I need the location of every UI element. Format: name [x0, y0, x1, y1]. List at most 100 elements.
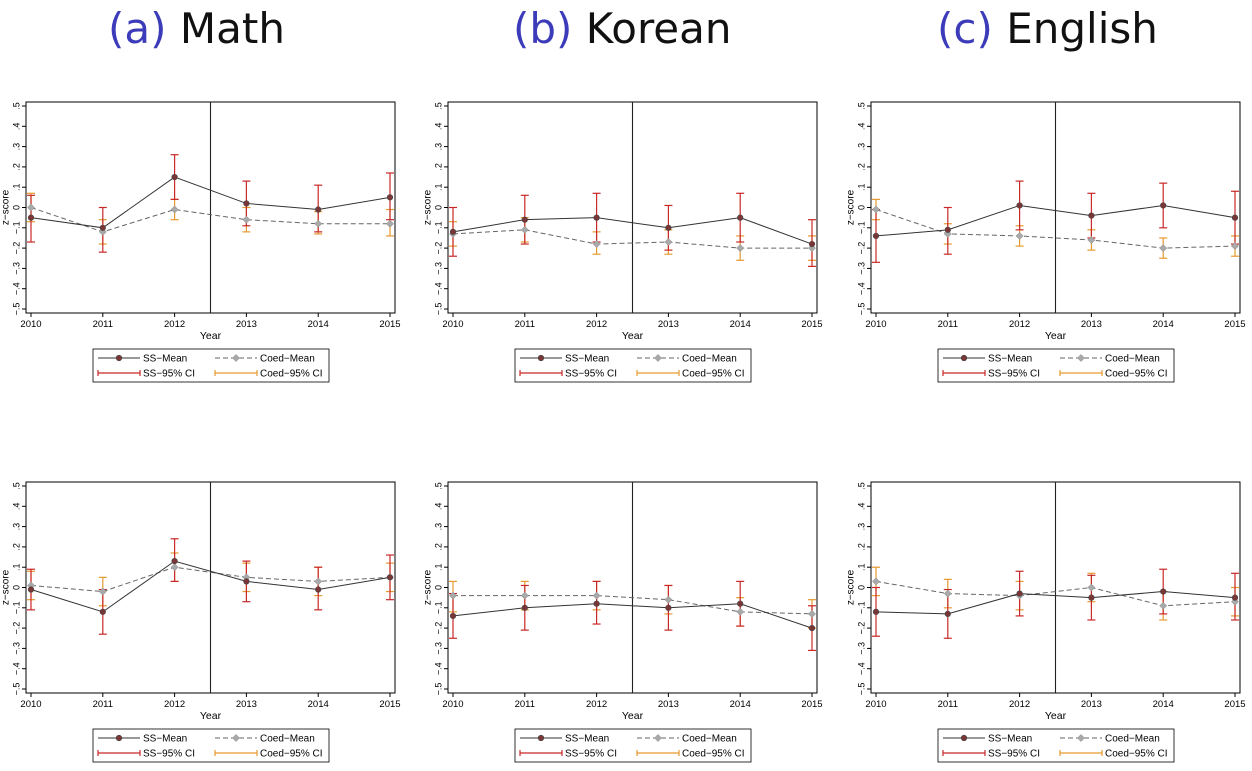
- coed-mean-point: [386, 219, 394, 228]
- ss-mean-point: [521, 604, 528, 611]
- legend-ss-mean-label: SS−Mean: [988, 354, 1032, 365]
- legend: SS−Mean Coed−Mean SS−95% CI Coed−95% CI: [514, 348, 752, 383]
- ss-mean-point: [737, 214, 744, 221]
- coed-mean-point: [1087, 583, 1096, 592]
- ss-mean-point: [99, 224, 106, 231]
- legend-coed-ci-label: Coed−95% CI: [1105, 749, 1168, 760]
- y-tick-label: −.5: [11, 303, 21, 316]
- legend-coed-ci-label: Coed−95% CI: [682, 749, 745, 760]
- y-tick-label: .3: [856, 143, 866, 151]
- y-tick-label: −.3: [11, 262, 21, 275]
- x-tick-label: 2014: [730, 319, 751, 330]
- ss-mean-line: [452, 603, 813, 629]
- y-tick-label: −.4: [433, 282, 443, 295]
- legend-ss-ci-label: SS−95% CI: [143, 749, 195, 760]
- ss-mean-point: [243, 578, 250, 585]
- y-tick-label: −.3: [11, 642, 21, 655]
- ss-mean-point: [593, 214, 600, 221]
- coed-mean-line: [452, 229, 812, 249]
- y-tick-label: .2: [856, 163, 866, 171]
- x-tick-label: 2013: [658, 319, 679, 330]
- ss-mean-point: [449, 228, 457, 235]
- x-tick-label: 2014: [1153, 699, 1174, 710]
- coed-mean-line: [875, 580, 1236, 607]
- y-tick-label: −.5: [856, 683, 866, 696]
- y-tick-label: .2: [433, 163, 443, 171]
- y-tick-label: .2: [11, 543, 21, 551]
- legend-coed-mean-label: Coed−Mean: [1105, 734, 1160, 745]
- x-tick-label: 2014: [1153, 319, 1174, 330]
- y-tick-label: −.3: [856, 262, 866, 275]
- coed-mean-point: [1087, 236, 1096, 244]
- y-tick-label: −.1: [856, 601, 866, 614]
- y-tick-label: 0: [433, 585, 443, 590]
- x-tick-label: 2010: [865, 699, 886, 710]
- x-tick-label: 2011: [515, 699, 535, 710]
- y-tick-label: −.1: [856, 221, 866, 234]
- y-axis-label: z−score: [846, 569, 857, 605]
- legend-coed-mean-label: Coed−Mean: [260, 354, 315, 365]
- coed-mean-point: [520, 225, 529, 234]
- legend-ss-mean-label: SS−Mean: [143, 354, 187, 365]
- chart-panel-row1-english: .5 .4 .3 .2 .1 0 −.1 −.2 −.3 −.4 −.5 z−score 2010 201…: [846, 101, 1246, 383]
- column-title-math: (a) Math: [108, 4, 285, 53]
- y-tick-label: .3: [11, 143, 21, 151]
- y-tick-label: −.4: [856, 282, 866, 295]
- legend-ss-mean-marker: [960, 354, 968, 362]
- y-tick-label: −.1: [433, 221, 443, 234]
- legend-frame: [514, 728, 752, 763]
- y-tick-label: .5: [11, 102, 21, 110]
- x-tick-label: 2011: [93, 699, 113, 710]
- y-tick-label: −.1: [11, 221, 21, 234]
- x-tick-label: 2015: [801, 699, 822, 710]
- coed-mean-point: [520, 591, 529, 600]
- y-tick-label: .4: [11, 123, 21, 131]
- coed-mean-point: [314, 219, 323, 228]
- y-tick-label: .2: [856, 543, 866, 551]
- coed-mean-point: [943, 589, 952, 598]
- legend-coed-mean-label: Coed−Mean: [682, 734, 737, 745]
- coed-mean-point: [449, 591, 457, 600]
- x-tick-label: 2013: [236, 319, 257, 330]
- legend-coed-mean-marker: [654, 734, 662, 742]
- chart-panel-row1-math: .5 .4 .3 .2 .1 0 −.1 −.2 −.3 −.4 −.5 z−score 2010 201…: [1, 101, 401, 383]
- ss-mean-line: [30, 560, 391, 613]
- y-tick-label: .1: [433, 563, 443, 571]
- coed-mean-point: [808, 609, 816, 618]
- x-tick-label: 2012: [586, 699, 607, 710]
- y-axis-label: z−score: [423, 189, 434, 225]
- y-tick-label: −.5: [11, 683, 21, 696]
- y-tick-label: .4: [433, 123, 443, 131]
- legend-coed-mean-marker: [1077, 354, 1085, 362]
- y-tick-label: .4: [856, 123, 866, 131]
- legend-coed-mean-label: Coed−Mean: [260, 734, 315, 745]
- coed-mean-point: [27, 203, 35, 212]
- chart-panel-row2-english: .5 .4 .3 .2 .1 0 −.1 −.2 −.3 −.4 −.5 z−score 2010 201…: [846, 481, 1246, 763]
- y-axis-label: z−score: [1, 569, 12, 605]
- ss-mean-point: [808, 624, 816, 632]
- legend-ss-mean-marker: [115, 734, 123, 742]
- ss-mean-point: [315, 206, 322, 213]
- y-tick-label: .1: [856, 183, 866, 191]
- legend-ss-mean-marker: [537, 354, 545, 362]
- x-axis-label: Year: [622, 330, 644, 342]
- y-tick-label: −.4: [11, 662, 21, 675]
- x-tick-label: 2013: [658, 699, 679, 710]
- x-tick-label: 2015: [1224, 699, 1245, 710]
- y-axis-label: z−score: [423, 569, 434, 605]
- legend-ss-ci-label: SS−95% CI: [988, 369, 1040, 380]
- y-tick-label: −.5: [433, 303, 443, 316]
- ss-mean-point: [1088, 212, 1095, 219]
- ss-mean-line: [452, 217, 813, 245]
- ss-mean-point: [386, 574, 394, 581]
- y-tick-label: 0: [856, 585, 866, 590]
- x-tick-label: 2013: [236, 699, 257, 710]
- y-tick-label: −.2: [856, 242, 866, 255]
- coed-mean-line: [453, 595, 813, 615]
- coed-mean-point: [592, 240, 601, 248]
- chart-panel-row1-korean: .5 .4 .3 .2 .1 0 −.1 −.2 −.3 −.4 −.5 z−score 2010 201…: [423, 101, 823, 383]
- legend-frame: [92, 348, 330, 383]
- ss-mean-point: [1231, 214, 1239, 221]
- y-tick-label: 0: [11, 585, 21, 590]
- x-tick-label: 2015: [379, 699, 400, 710]
